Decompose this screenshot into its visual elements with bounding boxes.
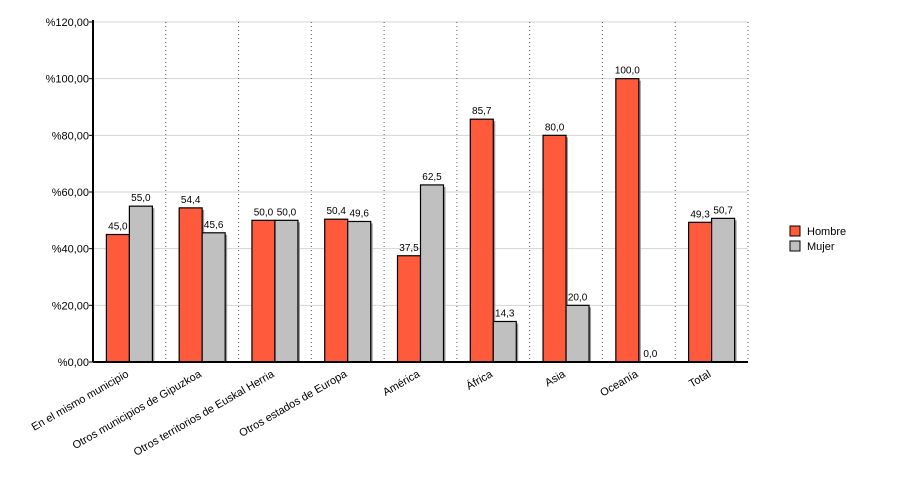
y-tick-label: %0,00 (58, 357, 89, 369)
data-label: 50,4 (326, 206, 346, 217)
legend-swatch-hombre (789, 225, 801, 237)
x-tick-label: África (464, 367, 496, 393)
bar-hombre (178, 207, 203, 363)
data-label: 100,0 (615, 66, 640, 77)
data-label: 50,7 (713, 205, 733, 216)
data-label: 14,3 (495, 308, 515, 319)
x-tick-label: Otros municipios de Gipuzkoa (71, 368, 205, 452)
y-tick-label: %120,00 (46, 17, 89, 29)
data-label: 0,0 (643, 349, 657, 360)
x-tick-label: América (381, 368, 423, 399)
bar-hombre (469, 118, 494, 363)
data-label: 20,0 (568, 292, 588, 303)
bar-hombre (105, 233, 130, 363)
y-tick-label: %100,00 (46, 74, 89, 86)
data-label: 80,0 (545, 122, 565, 133)
x-tick-label: Oceanía (598, 368, 641, 400)
x-tick-label: Otros territorios de Euskal Herria (132, 368, 277, 459)
data-label: 49,6 (349, 208, 369, 219)
y-tick-label: %20,00 (52, 300, 89, 312)
bar-hombre (251, 219, 276, 363)
data-label: 37,5 (399, 243, 419, 254)
bar-mujer (565, 304, 590, 363)
bar-hombre (688, 221, 713, 363)
bar-hombre (396, 255, 422, 363)
bar-mujer (128, 205, 153, 363)
bar-mujer (492, 320, 517, 363)
bar-mujer (347, 220, 372, 363)
data-label: 45,6 (204, 220, 224, 231)
bar-hombre (324, 218, 349, 363)
bar-mujer (419, 184, 445, 363)
data-label: 62,5 (422, 172, 442, 183)
data-label: 49,3 (690, 209, 710, 220)
legend-swatch-mujer (789, 240, 801, 252)
x-tick-label: Total (687, 368, 713, 390)
legend-label: Hombre (807, 226, 846, 238)
x-tick-label: Asia (543, 368, 568, 390)
bar-hombre (615, 78, 640, 363)
y-tick-label: %40,00 (52, 244, 89, 256)
data-label: 85,7 (472, 106, 492, 117)
y-tick-label: %60,00 (52, 187, 89, 199)
y-tick-label: %80,00 (52, 130, 89, 142)
bar-mujer (711, 217, 736, 363)
bar-mujer (274, 219, 299, 363)
data-label: 50,0 (254, 207, 274, 218)
data-label: 55,0 (131, 193, 151, 204)
bar-mujer (201, 232, 226, 363)
data-label: 45,0 (108, 222, 128, 233)
bar-hombre (542, 134, 567, 363)
data-label: 54,4 (181, 195, 201, 206)
legend-label: Mujer (807, 241, 835, 253)
data-label: 50,0 (277, 207, 297, 218)
